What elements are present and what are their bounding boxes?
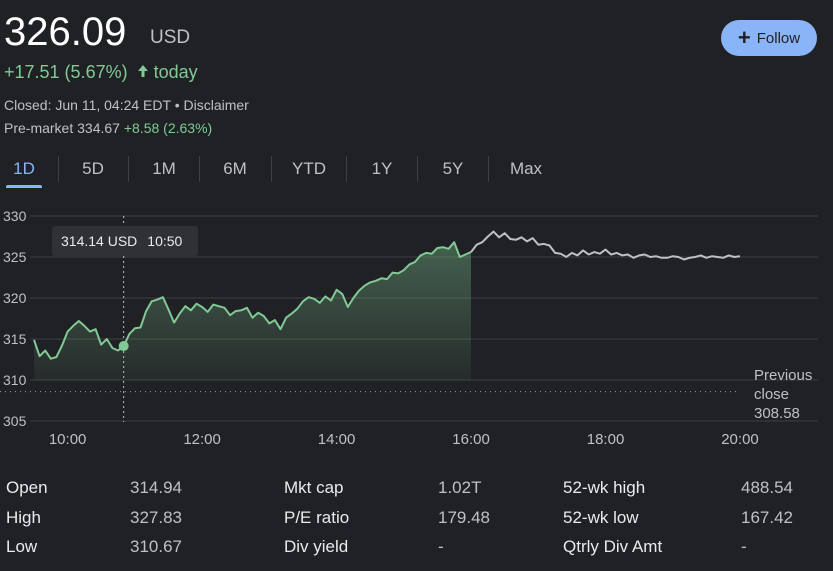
y-tick-label: 320: [3, 290, 27, 306]
stat-label-52wk-low: 52-wk low: [563, 508, 639, 527]
range-tabs: 1D 5D 1M 6M YTD 1Y 5Y Max: [0, 152, 833, 188]
y-tick-label: 325: [3, 249, 27, 265]
tab-divider: [417, 156, 418, 182]
stat-value-qtrly-div: -: [741, 537, 747, 556]
tab-divider: [58, 156, 59, 182]
stat-label-low: Low: [6, 537, 38, 556]
price-chart[interactable]: 330 325 320 315 310 305 10:00 12:00 14:00 16:00 1…: [0, 200, 833, 455]
tab-6m[interactable]: 6M: [223, 159, 247, 178]
previous-close-label-2: close: [754, 386, 789, 403]
follow-button[interactable]: + Follow: [721, 20, 817, 56]
closed-status: Closed: Jun 11, 04:24 EDT • Disclaimer: [4, 97, 249, 113]
y-tick-label: 315: [3, 331, 27, 347]
y-tick-label: 310: [3, 372, 27, 388]
stat-label-pe-ratio: P/E ratio: [284, 508, 350, 527]
stat-value-low: 310.67: [130, 537, 182, 556]
tab-divider: [271, 156, 272, 182]
stat-value-high: 327.83: [130, 508, 182, 527]
stat-value-div-yield: -: [438, 537, 444, 556]
stat-value-pe-ratio: 179.48: [438, 508, 490, 527]
tab-ytd[interactable]: YTD: [292, 159, 326, 178]
arrow-up-icon: [137, 62, 149, 83]
cursor-point: [118, 341, 129, 352]
premarket-label: Pre-market 334.67: [4, 120, 120, 136]
tab-max[interactable]: Max: [509, 159, 543, 178]
tab-1d[interactable]: 1D: [2, 152, 46, 188]
change-value: +17.51 (5.67%): [4, 62, 128, 82]
y-tick-label: 330: [3, 208, 27, 224]
stat-value-52wk-high: 488.54: [741, 478, 793, 497]
stat-value-open: 314.94: [130, 478, 182, 497]
stat-label-open: Open: [6, 478, 48, 497]
price-value: 326.09: [4, 10, 127, 54]
x-tick-label: 12:00: [183, 431, 221, 448]
stat-value-mkt-cap: 1.02T: [438, 478, 482, 497]
x-tick-label: 18:00: [587, 431, 625, 448]
tooltip-time: 10:50: [147, 233, 183, 249]
follow-label: Follow: [756, 29, 801, 47]
tab-1y[interactable]: 1Y: [371, 159, 393, 178]
price-change: +17.51 (5.67%) today: [4, 62, 198, 83]
stat-label-qtrly-div: Qtrly Div Amt: [563, 537, 663, 556]
stat-label-high: High: [6, 508, 41, 527]
price-line-after-hours: [470, 230, 741, 261]
change-period: today: [153, 62, 198, 82]
stat-label-mkt-cap: Mkt cap: [284, 478, 344, 497]
previous-close-label-1: Previous: [754, 367, 812, 384]
tab-1m[interactable]: 1M: [152, 159, 176, 178]
previous-close-value: 308.58: [754, 405, 800, 422]
x-tick-label: 14:00: [318, 431, 356, 448]
premarket-info: Pre-market 334.67 +8.58 (2.63%): [4, 120, 212, 136]
tab-divider: [199, 156, 200, 182]
price-area: [34, 242, 471, 380]
price-line-regular: [33, 241, 472, 360]
stat-value-52wk-low: 167.42: [741, 508, 793, 527]
currency-label: USD: [150, 27, 191, 48]
chart-tooltip: 314.14 USD 10:50: [52, 226, 198, 256]
x-tick-label: 20:00: [721, 431, 759, 448]
tooltip-price: 314.14 USD: [61, 233, 138, 249]
y-tick-label: 305: [3, 413, 27, 429]
stat-label-52wk-high: 52-wk high: [563, 478, 646, 497]
tab-divider: [346, 156, 347, 182]
tab-5y[interactable]: 5Y: [442, 159, 464, 178]
x-tick-label: 10:00: [49, 431, 87, 448]
tab-divider: [128, 156, 129, 182]
tab-divider: [488, 156, 489, 182]
x-tick-label: 16:00: [452, 431, 490, 448]
tab-5d[interactable]: 5D: [82, 159, 104, 178]
plus-icon: +: [737, 25, 751, 50]
premarket-change: +8.58 (2.63%): [123, 120, 213, 136]
stat-label-div-yield: Div yield: [284, 537, 349, 556]
